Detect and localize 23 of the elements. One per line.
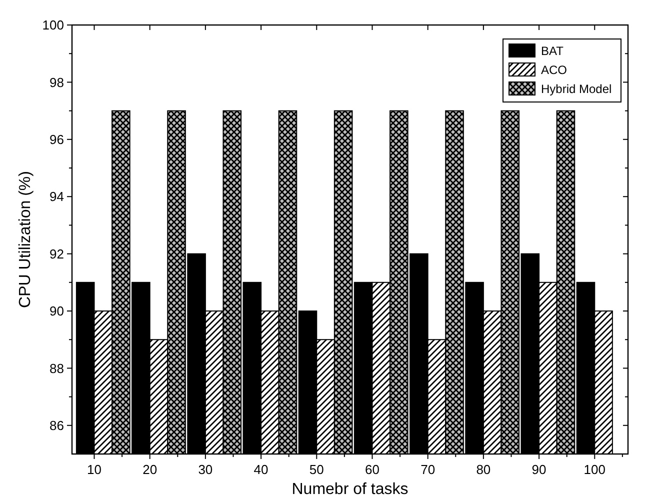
y-tick-label: 100 — [42, 18, 64, 33]
y-tick-label: 96 — [50, 132, 64, 147]
legend-label: Hybrid Model — [541, 82, 612, 96]
legend-label: ACO — [541, 63, 568, 78]
x-tick-label: 10 — [87, 462, 102, 477]
x-tick-label: 90 — [532, 462, 546, 477]
x-tick-label: 20 — [142, 462, 158, 477]
x-tick-label: 30 — [198, 462, 213, 477]
x-tick-label: 60 — [365, 462, 380, 477]
y-tick-label: 92 — [50, 246, 64, 262]
legend-label: BAT — [541, 44, 564, 58]
y-tick-label: 86 — [50, 418, 64, 433]
y-tick-label: 90 — [50, 304, 64, 319]
x-tick-label: 50 — [309, 462, 324, 477]
y-axis-title: CPU Utilization (%) — [17, 171, 34, 308]
x-tick-label: 100 — [584, 462, 606, 477]
y-tick-label: 98 — [50, 74, 64, 90]
x-axis-title: Numebr of tasks — [292, 481, 408, 495]
x-tick-label: 40 — [254, 462, 268, 477]
y-tick-label: 94 — [50, 189, 64, 204]
y-tick-label: 88 — [50, 360, 64, 376]
x-tick-label: 80 — [476, 462, 491, 477]
x-tick-label: 70 — [420, 462, 436, 477]
